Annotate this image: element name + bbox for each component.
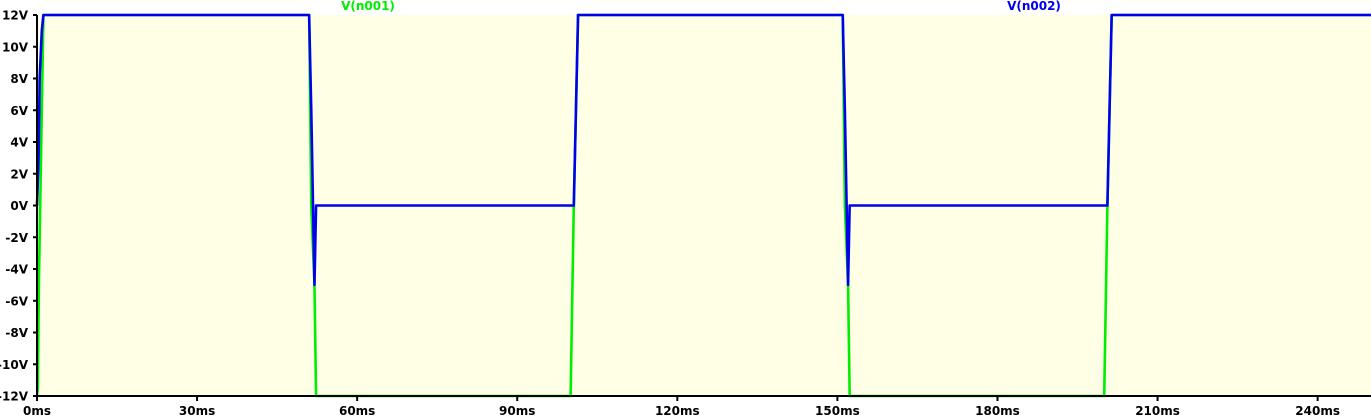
x-tick-label: 0ms xyxy=(23,404,51,417)
y-tick-label: -2V xyxy=(5,231,28,245)
y-tick-label: 12V xyxy=(2,9,29,23)
x-tick-label: 90ms xyxy=(499,404,535,417)
series-layer xyxy=(35,13,1371,398)
y-tick-label: -4V xyxy=(5,263,28,277)
x-tick-label: 30ms xyxy=(179,404,215,417)
x-ticks: 0ms 30ms 60ms 90ms 120ms 150ms 180ms 210ms 240ms xyxy=(23,396,1340,417)
y-tick-label: 6V xyxy=(10,104,28,118)
x-tick-label: 120ms xyxy=(655,404,700,417)
series-line-vn002 xyxy=(35,13,1371,287)
y-tick-label: 8V xyxy=(10,72,28,86)
legend: V(n001) V(n002) xyxy=(341,0,1061,13)
legend-label: V(n002) xyxy=(1007,0,1061,13)
x-tick-label: 150ms xyxy=(815,404,860,417)
x-tick-label: 210ms xyxy=(1135,404,1180,417)
y-tick-label: -10V xyxy=(0,358,29,372)
x-tick-label: 180ms xyxy=(975,404,1020,417)
y-tick-label: -8V xyxy=(5,326,28,340)
y-tick-label: 0V xyxy=(10,199,28,213)
y-tick-label: 2V xyxy=(10,167,28,181)
x-tick-label: 60ms xyxy=(339,404,375,417)
legend-label: V(n001) xyxy=(341,0,395,13)
y-tick-label: 10V xyxy=(2,40,29,54)
y-tick-label: -6V xyxy=(5,294,28,308)
x-tick-label: 240ms xyxy=(1295,404,1340,417)
y-tick-label: -12V xyxy=(0,390,29,404)
plot-area xyxy=(37,15,1371,397)
y-tick-label: 4V xyxy=(10,136,28,150)
y-ticks: 12V 10V 8V 6V 4V 2V 0V -2V -4V -6V -8V -10V -12V xyxy=(0,9,37,404)
